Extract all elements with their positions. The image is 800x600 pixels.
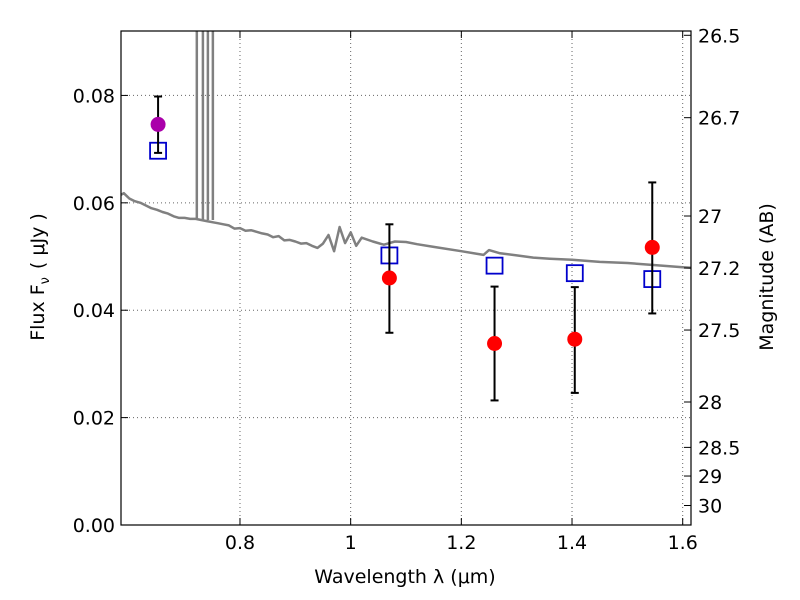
observed-flux-point (644, 239, 660, 255)
right-tick-label: 28.5 (698, 437, 740, 459)
x-tick-label: 1.6 (668, 532, 698, 554)
observed-flux-point (567, 331, 583, 347)
y-axis-label-subscript: ν (38, 277, 53, 284)
x-axis-label: Wavelength λ (μm) (314, 566, 495, 588)
right-tick-label: 30 (698, 496, 722, 518)
y-axis-label-left: Flux Fν ( μJy ) (27, 213, 53, 341)
y-tick-label: 0.06 (73, 193, 115, 215)
observed-flux-point (381, 270, 397, 286)
y-tick-label: 0.00 (73, 515, 115, 537)
right-tick-label: 26.7 (698, 108, 740, 130)
x-tick-label: 1.2 (446, 532, 476, 554)
observed-flux-point (150, 116, 166, 132)
right-tick-label: 27 (698, 206, 722, 228)
model-spectrum-layer (120, 31, 692, 270)
y-tick-label: 0.08 (73, 85, 115, 107)
right-tick-label: 29 (698, 466, 722, 488)
y-axis-label-right: Magnitude (AB) (756, 203, 778, 351)
model-spectrum-line (120, 191, 692, 270)
observed-flux-point (487, 336, 503, 352)
right-tick-label: 26.5 (698, 25, 740, 47)
right-tick-label: 28 (698, 392, 722, 414)
ticks-layer: 0.8 1 1.2 1.4 1.6 0.00 0.02 0.04 0.06 0.08 26.5 26.… (73, 25, 741, 554)
x-tick-label: 0.8 (225, 532, 255, 554)
plot-frame (120, 30, 692, 526)
y-tick-label: 0.02 (73, 408, 115, 430)
right-tick-label: 27.5 (698, 320, 740, 342)
right-tick-label: 27.2 (698, 258, 740, 280)
x-tick-label: 1 (345, 532, 357, 554)
y-axis-label-unit: ( μJy ) (27, 213, 49, 269)
gridlines (121, 31, 691, 525)
y-tick-label: 0.04 (73, 300, 115, 322)
model-photometry-square (485, 256, 504, 275)
model-photometry-square (565, 264, 584, 283)
x-tick-label: 1.4 (557, 532, 587, 554)
y-axis-label-main: Flux F (27, 284, 49, 340)
data-points-layer (149, 95, 662, 402)
